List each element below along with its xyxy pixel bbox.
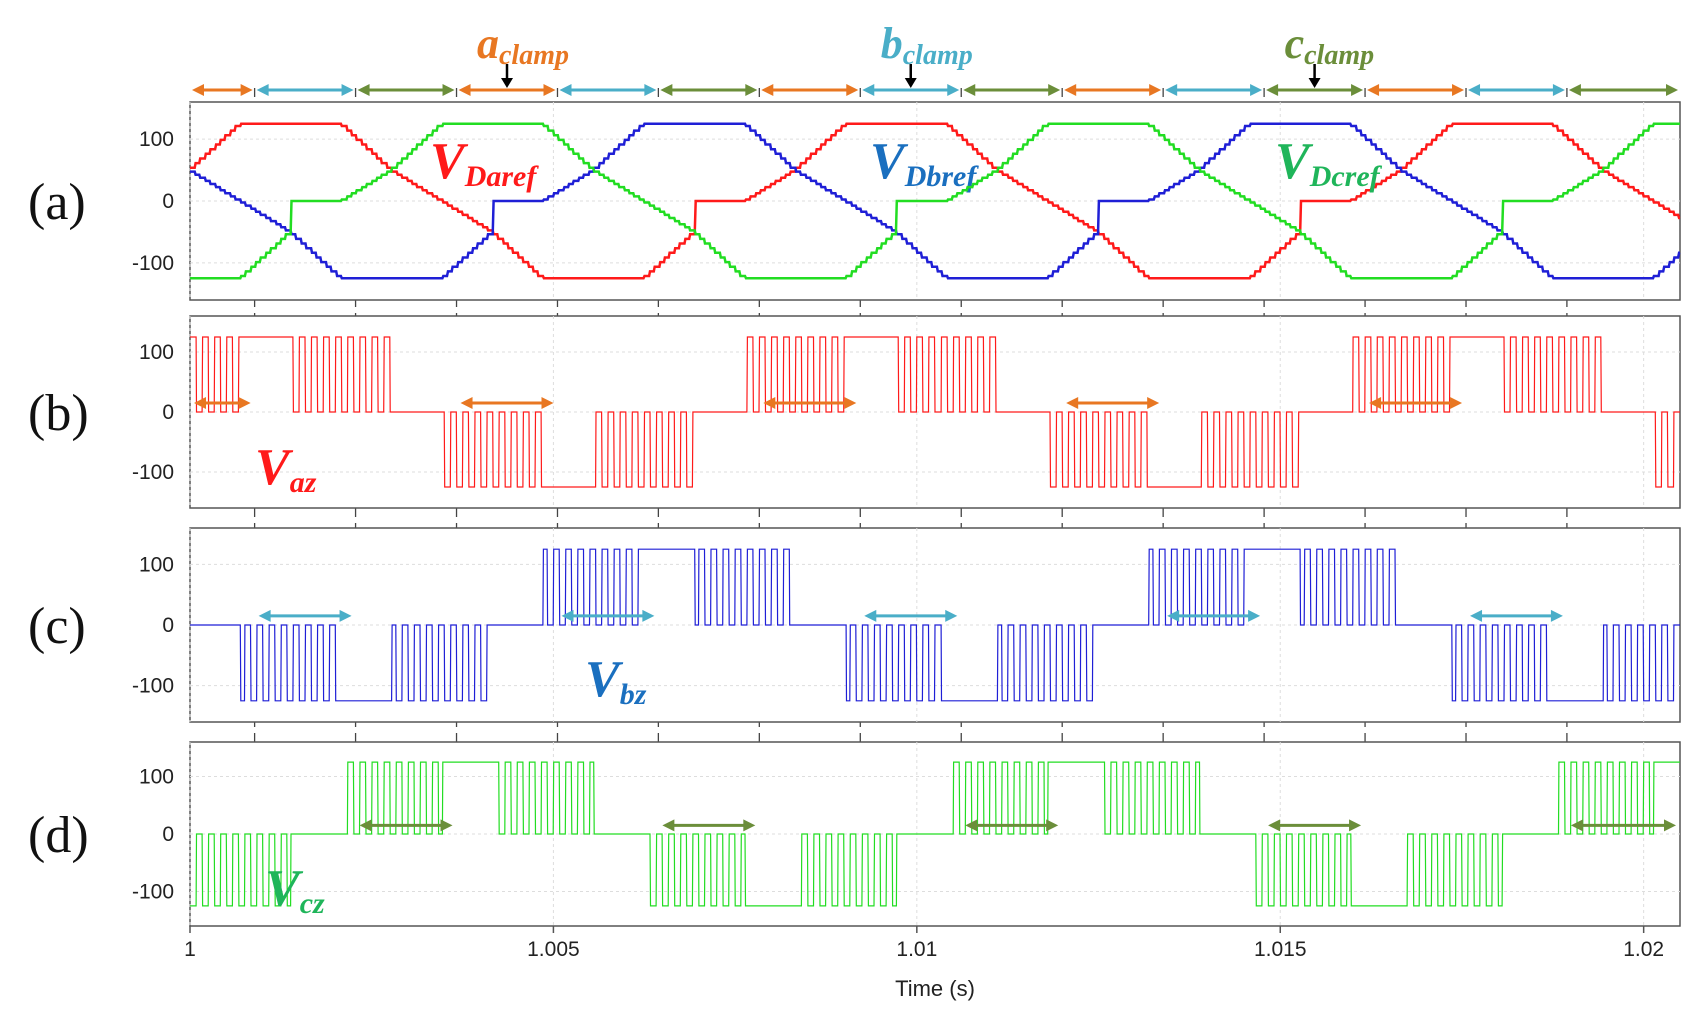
clamp-arrow-2	[359, 819, 453, 832]
top-label-c-clamp: cclamp	[1285, 19, 1375, 71]
series-V_Dcref	[190, 122, 1680, 280]
y-tick-label: 0	[162, 190, 174, 213]
clamp-arrow-1	[258, 609, 352, 622]
clamp-arrow-12	[1369, 397, 1463, 409]
top-arrow-13	[1468, 84, 1565, 96]
series-V_Dbref	[190, 122, 1681, 280]
panel-b: 100 0 -100 (b) Vaz	[28, 315, 1681, 509]
top-arrow-12	[1367, 84, 1465, 96]
y-tick-label: 100	[139, 341, 174, 364]
clamp-arrow-7	[864, 609, 958, 622]
y-tick-label: 100	[139, 766, 174, 789]
clamp-arrow-8	[965, 819, 1059, 832]
clamp-arrow-9	[1066, 397, 1160, 409]
clamp-arrow-10	[1167, 609, 1261, 622]
series-label-V_Dbref: VDbref	[870, 133, 979, 193]
panel-d: 100 0 -100 (d) Vcz	[28, 741, 1681, 927]
y-tick-label: -100	[132, 461, 174, 484]
top-arrow-4	[559, 84, 657, 96]
panel-a: 100 0 -100 (a) VDaref VDbref VDcref	[28, 101, 1681, 301]
x-axis-label: Time (s)	[895, 976, 975, 1001]
series-V_bz	[190, 548, 1680, 702]
clamp-arrow-5	[662, 819, 756, 832]
clamp-arrow-6	[763, 397, 857, 409]
top-arrow-11	[1266, 84, 1364, 96]
top-arrow-9	[1064, 84, 1162, 96]
y-tick-label: -100	[132, 252, 174, 275]
series-V_Daref	[190, 122, 1681, 280]
top-label-pointer-head-0	[501, 78, 514, 88]
y-tick-label: -100	[132, 881, 174, 904]
x-tick-label: 1.015	[1254, 938, 1307, 961]
x-tick-label: 1.02	[1623, 938, 1664, 961]
panel-label: (d)	[28, 807, 89, 864]
series-V_az	[190, 336, 1680, 488]
clamp-arrow-3	[460, 397, 554, 409]
y-tick-label: 0	[162, 614, 174, 637]
x-tick-label: 1	[184, 938, 196, 961]
clamp-arrow-11	[1268, 819, 1362, 832]
top-label-pointer-head-1	[904, 78, 917, 88]
series-label-V_Dcref: VDcref	[1275, 133, 1383, 193]
y-tick-label: 100	[139, 128, 174, 151]
y-tick-label: -100	[132, 675, 174, 698]
top-label-b-clamp: bclamp	[881, 19, 973, 71]
y-tick-label: 0	[162, 401, 174, 424]
series-label-V_az: Vaz	[255, 439, 317, 499]
top-arrow-7	[862, 84, 960, 96]
top-arrow-14	[1568, 84, 1678, 96]
series-label-V_Daref: VDaref	[430, 133, 539, 193]
top-arrow-3	[458, 84, 556, 96]
panel-label: (b)	[28, 385, 89, 442]
x-tick-label: 1.005	[527, 938, 580, 961]
x-tick-label: 1.01	[896, 938, 937, 961]
top-arrow-1	[256, 84, 354, 96]
clamp-arrow-0	[194, 397, 251, 409]
top-arrow-6	[761, 84, 859, 96]
panel-c: 100 0 -100 (c) Vbz	[28, 527, 1681, 723]
top-clamp-arrows	[192, 84, 1678, 96]
top-label-a-clamp: aclamp	[477, 19, 569, 71]
y-tick-label: 0	[162, 823, 174, 846]
y-tick-label: 100	[139, 553, 174, 576]
panel-label: (a)	[28, 174, 86, 231]
series-V_cz	[190, 761, 1680, 907]
clamp-arrow-13	[1470, 609, 1563, 622]
top-arrow-5	[660, 84, 758, 96]
panel-label: (c)	[28, 598, 86, 655]
top-arrow-8	[963, 84, 1061, 96]
top-arrow-2	[357, 84, 455, 96]
clamp-arrow-14	[1570, 819, 1676, 832]
top-arrow-0	[192, 84, 253, 96]
clamp-arrow-4	[561, 609, 655, 622]
series-label-V_cz: Vcz	[265, 860, 325, 920]
series-label-V_bz: Vbz	[585, 651, 647, 711]
top-arrow-10	[1165, 84, 1263, 96]
top-label-pointer-head-2	[1308, 78, 1321, 88]
